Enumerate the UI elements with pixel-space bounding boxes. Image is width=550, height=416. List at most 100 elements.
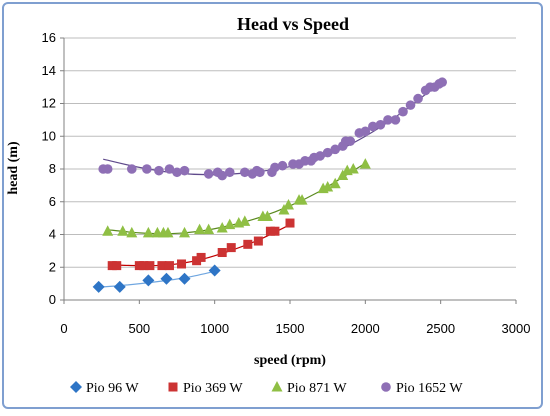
point-pio-871-w — [239, 215, 251, 226]
legend-marker-pio-369-w — [168, 382, 178, 392]
point-pio-96-w — [208, 264, 221, 277]
point-pio-1652-w — [154, 165, 164, 176]
y-tick-label: 10 — [42, 128, 56, 143]
point-pio-1652-w — [224, 167, 235, 178]
point-pio-369-w — [285, 218, 295, 228]
x-tick-label: 1000 — [200, 321, 229, 336]
point-pio-871-w — [216, 221, 228, 233]
point-pio-871-w — [296, 194, 308, 205]
point-pio-1652-w — [322, 147, 333, 158]
y-tick-labels: 0 2 4 6 8 10 12 14 16 — [42, 30, 56, 307]
point-pio-369-w — [196, 252, 206, 262]
point-pio-1652-w — [368, 121, 378, 132]
point-pio-369-w — [265, 226, 275, 236]
point-pio-1652-w — [102, 164, 113, 174]
y-tick-label: 16 — [42, 30, 56, 45]
point-pio-1652-w — [345, 136, 356, 146]
point-pio-871-w — [179, 226, 191, 238]
point-pio-1652-w — [277, 160, 288, 171]
point-pio-1652-w — [255, 167, 265, 178]
point-pio-1652-w — [390, 115, 401, 125]
point-pio-1652-w — [203, 169, 214, 179]
point-pio-871-w — [162, 226, 174, 238]
point-pio-871-w — [261, 210, 273, 221]
point-pio-1652-w — [172, 167, 182, 178]
data-points — [92, 77, 447, 293]
point-pio-96-w — [178, 272, 191, 285]
y-tick-label: 0 — [49, 292, 56, 307]
point-pio-1652-w — [330, 144, 341, 155]
point-pio-871-w — [142, 226, 154, 238]
point-pio-1652-w — [240, 167, 250, 178]
legend-label-pio-1652-w: Pio 1652 W — [396, 381, 463, 396]
x-tick-label: 2000 — [351, 321, 380, 336]
point-pio-96-w — [160, 272, 173, 285]
point-pio-96-w — [142, 274, 155, 287]
y-tick-label: 4 — [49, 227, 56, 242]
trendlines — [98, 81, 442, 288]
point-pio-871-w — [203, 223, 215, 235]
point-pio-96-w — [113, 280, 126, 293]
point-pio-369-w — [226, 243, 236, 253]
y-tick-label: 2 — [49, 259, 56, 274]
point-pio-871-w — [322, 181, 334, 192]
point-pio-1652-w — [405, 100, 416, 110]
point-pio-1652-w — [437, 77, 447, 88]
x-axis-label: speed (rpm) — [254, 353, 326, 368]
x-tick-labels: 0 500 1000 1500 2000 2500 3000 — [60, 321, 530, 336]
point-pio-369-w — [164, 261, 174, 271]
legend-label-pio-871-w: Pio 871 W — [287, 381, 347, 396]
trendline-pio-1652-w — [103, 81, 442, 176]
point-pio-369-w — [192, 256, 202, 266]
point-pio-871-w — [359, 158, 371, 169]
legend-marker-pio-96-w — [70, 381, 82, 393]
point-pio-369-w — [107, 261, 117, 271]
point-pio-369-w — [112, 261, 122, 271]
point-pio-1652-w — [413, 93, 423, 104]
point-pio-369-w — [253, 236, 263, 246]
point-pio-1652-w — [164, 164, 175, 174]
point-pio-369-w — [177, 259, 187, 269]
x-tick-label: 1500 — [276, 321, 305, 336]
point-pio-1652-w — [142, 164, 152, 174]
point-pio-871-w — [117, 225, 129, 236]
y-tick-label: 14 — [42, 63, 56, 78]
x-tick-label: 0 — [60, 321, 67, 336]
point-pio-871-w — [282, 199, 294, 210]
point-pio-871-w — [194, 223, 206, 235]
point-pio-1652-w — [383, 115, 393, 125]
chart-title: Head vs Speed — [237, 14, 349, 34]
point-pio-1652-w — [375, 119, 386, 130]
point-pio-1652-w — [179, 165, 190, 176]
point-pio-369-w — [139, 261, 149, 271]
point-pio-871-w — [126, 226, 138, 238]
x-tick-label: 3000 — [502, 321, 531, 336]
point-pio-1652-w — [360, 126, 371, 137]
point-pio-1652-w — [127, 164, 137, 174]
point-pio-369-w — [134, 261, 144, 271]
y-axis-label: head (m) — [6, 141, 21, 195]
legend-marker-pio-1652-w — [381, 382, 391, 392]
point-pio-369-w — [243, 239, 253, 249]
legend-label-pio-96-w: Pio 96 W — [86, 381, 139, 396]
point-pio-871-w — [224, 218, 236, 230]
point-pio-871-w — [329, 177, 341, 189]
point-pio-1652-w — [315, 151, 325, 161]
point-pio-871-w — [347, 163, 359, 174]
point-pio-369-w — [217, 248, 227, 258]
point-pio-1652-w — [398, 106, 408, 117]
chart-frame — [2, 2, 543, 409]
x-tick-label: 500 — [128, 321, 150, 336]
axes — [60, 37, 517, 304]
point-pio-96-w — [92, 280, 105, 293]
y-tick-label: 12 — [42, 96, 56, 111]
point-pio-1652-w — [217, 170, 227, 181]
point-pio-369-w — [270, 226, 280, 236]
point-pio-369-w — [145, 261, 155, 271]
y-tick-label: 8 — [49, 161, 56, 176]
point-pio-1652-w — [270, 162, 280, 173]
y-tick-label: 6 — [49, 194, 56, 209]
point-pio-871-w — [102, 225, 114, 236]
legend: Pio 96 W Pio 369 W Pio 871 W Pio 1652 W — [70, 381, 463, 396]
